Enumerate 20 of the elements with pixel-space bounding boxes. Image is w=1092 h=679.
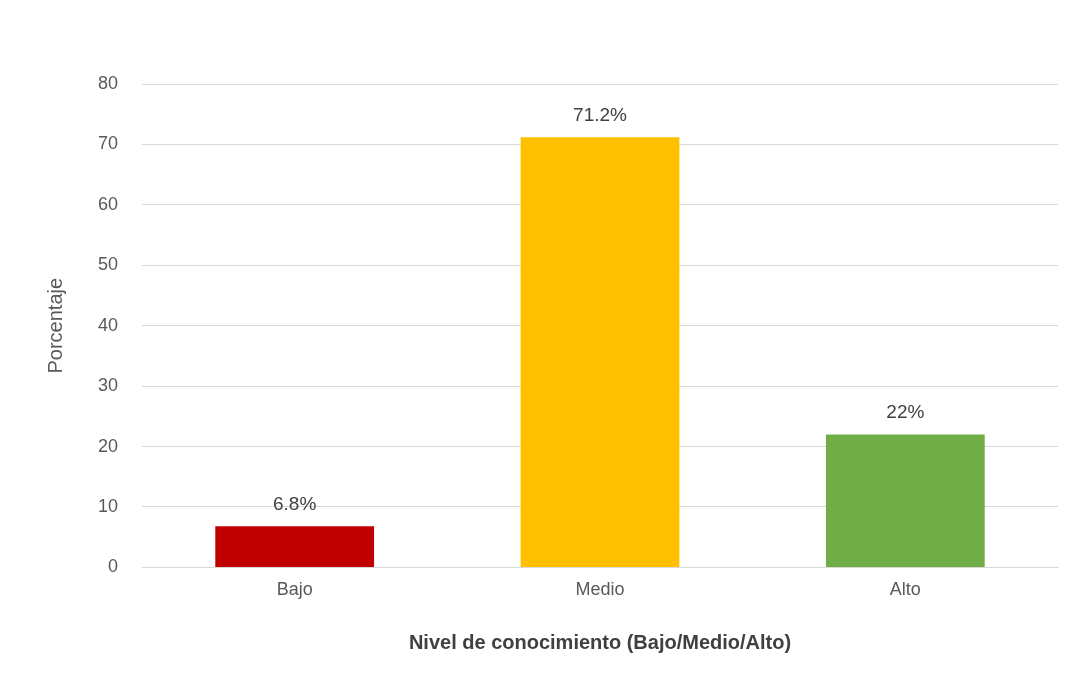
y-tick-label: 0 xyxy=(108,556,119,577)
y-tick-label: 80 xyxy=(97,72,119,93)
x-axis-title: Nivel de conocimiento (Bajo/Medio/Alto) xyxy=(408,630,792,653)
y-tick-label: 10 xyxy=(97,495,119,516)
y-tick-label: 60 xyxy=(97,193,119,214)
bar xyxy=(825,434,985,567)
y-tick-label: 30 xyxy=(97,375,119,396)
y-axis-title: Porcentaje xyxy=(43,277,66,374)
y-tick-label: 50 xyxy=(97,254,119,275)
bar xyxy=(520,137,680,567)
x-tick-label: Bajo xyxy=(276,579,313,600)
y-tick-label: 70 xyxy=(97,133,119,154)
x-tick-label: Alto xyxy=(889,579,921,600)
y-tick-label: 40 xyxy=(97,314,119,335)
x-tick-label: Medio xyxy=(575,579,625,600)
data-label: 6.8% xyxy=(273,493,317,515)
y-tick-label: 20 xyxy=(97,435,119,456)
data-label: 71.2% xyxy=(573,103,628,125)
bar xyxy=(215,526,375,567)
data-label: 22% xyxy=(886,401,925,423)
